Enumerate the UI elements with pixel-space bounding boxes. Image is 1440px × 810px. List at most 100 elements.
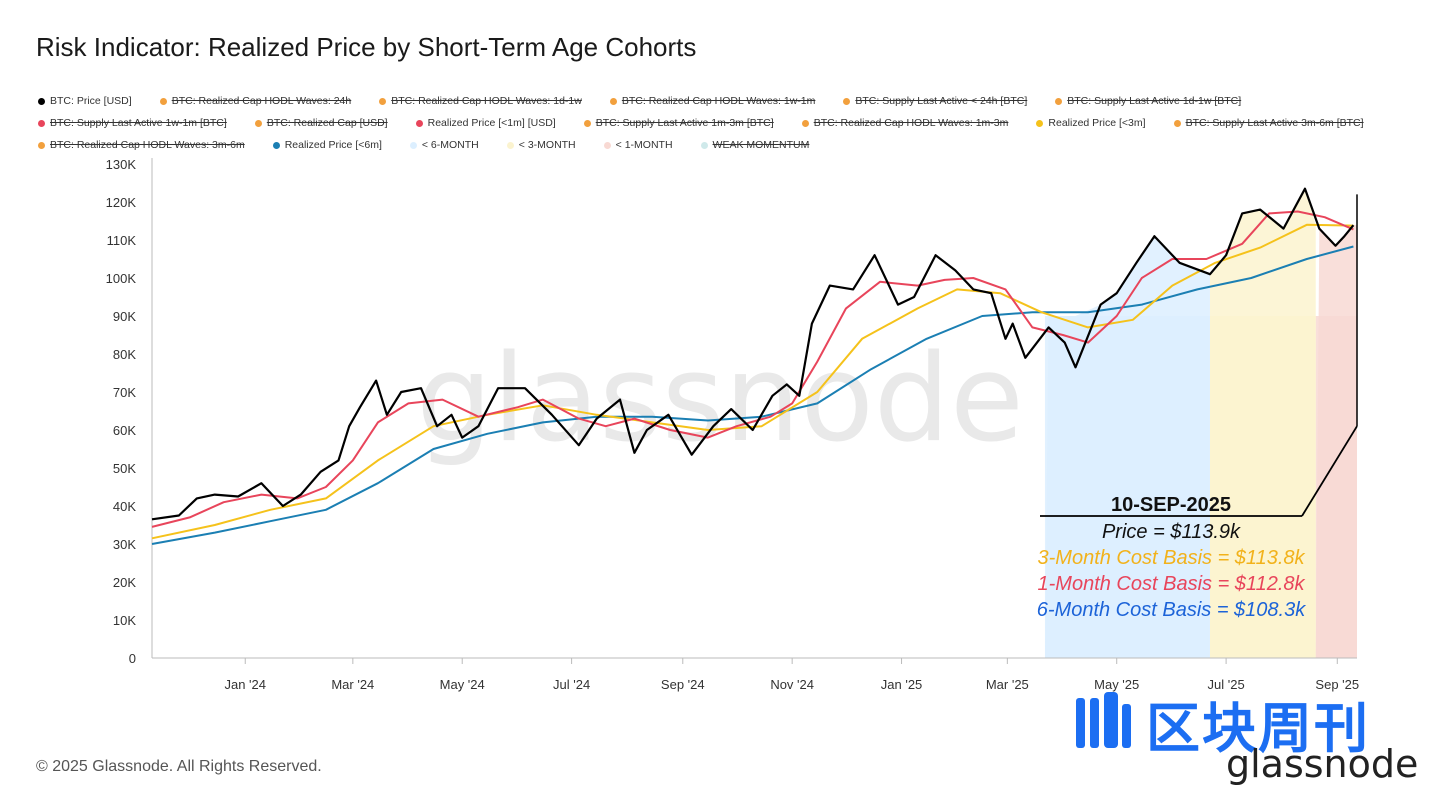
legend-label: < 6-MONTH	[421, 139, 479, 151]
x-tick-label: Jan '25	[881, 677, 923, 692]
legend-dot-icon	[254, 119, 262, 127]
brand-cn-text: 区块周刊	[1146, 697, 1370, 760]
legend-label: Realized Price [<6m]	[284, 139, 382, 151]
legend-item[interactable]: BTC: Price [USD]	[38, 95, 132, 107]
legend-item[interactable]: BTC: Supply Last Active 1d-1w [BTC]	[1055, 95, 1241, 107]
x-tick-label: Jul '24	[553, 677, 590, 692]
annotation: 10-SEP-2025 Price = $113.9k 3-Month Cost B…	[1037, 425, 1358, 621]
x-tick-label: Mar '25	[986, 677, 1029, 692]
legend-item[interactable]: BTC: Realized Cap HODL Waves: 24h	[159, 95, 352, 107]
legend-dot-icon	[1036, 119, 1044, 127]
legend-label: BTC: Realized Cap HODL Waves: 1w-1m	[621, 95, 816, 107]
legend-row: BTC: Realized Cap HODL Waves: 3m-6m Reali…	[38, 134, 1378, 156]
legend-dot-icon	[609, 97, 617, 105]
legend-dot-icon	[506, 141, 514, 149]
y-tick-label: 70K	[113, 385, 136, 400]
y-tick-label: 40K	[113, 499, 136, 514]
watermark: glassnode	[416, 330, 1024, 469]
band-top-3	[1315, 225, 1357, 658]
series-line-1	[151, 187, 1355, 521]
y-tick-label: 90K	[113, 309, 136, 324]
legend-label: BTC: Supply Last Active 1d-1w [BTC]	[1067, 95, 1242, 107]
legend-dot-icon	[801, 119, 809, 127]
x-tick-label: May '24	[440, 677, 485, 692]
legend-label: BTC: Realized Cap HODL Waves: 3m-6m	[50, 139, 245, 151]
legend-label: BTC: Realized Cap HODL Waves: 1d-1w	[391, 95, 582, 107]
chart-title: Risk Indicator: Realized Price by Short-…	[36, 32, 697, 62]
legend-dot-icon	[1173, 119, 1181, 127]
legend-label: BTC: Supply Last Active < 24h [BTC]	[855, 95, 1028, 107]
annotation-line: 1-Month Cost Basis = $112.8k	[1038, 573, 1306, 595]
legend-item[interactable]: BTC: Supply Last Active < 24h [BTC]	[843, 95, 1027, 107]
series-line-4	[151, 245, 1354, 545]
legend-dot-icon	[38, 97, 45, 105]
legend-dot-icon	[38, 141, 45, 149]
annotation-line: 3-Month Cost Basis = $113.8k	[1038, 547, 1306, 569]
x-tick-label: Jul '25	[1208, 677, 1245, 692]
legend-label: Realized Price [<3m]	[1048, 117, 1146, 129]
legend-item[interactable]: BTC: Supply Last Active 1m-3m [BTC]	[583, 117, 774, 129]
legend-label: BTC: Realized Cap HODL Waves: 1m-3m	[813, 117, 1009, 129]
legend-dot-icon	[1055, 97, 1063, 105]
legend-label: BTC: Supply Last Active 1m-3m [BTC]	[595, 117, 774, 129]
legend-dot-icon	[38, 119, 45, 127]
y-tick-label: 100K	[106, 271, 137, 286]
legend-item[interactable]: BTC: Realized Cap [USD]	[254, 117, 388, 129]
y-tick-label: 60K	[113, 423, 136, 438]
brand-en-text: glassnode	[1226, 742, 1419, 786]
legend-row: BTC: Supply Last Active 1w-1m [BTC] BTC: …	[38, 112, 1378, 134]
legend-label: BTC: Realized Cap HODL Waves: 24h	[171, 95, 352, 107]
annotation-line: 6-Month Cost Basis = $108.3k	[1037, 599, 1306, 621]
y-tick-label: 30K	[113, 537, 136, 552]
legend-item[interactable]: BTC: Supply Last Active 1w-1m [BTC]	[38, 117, 227, 129]
x-tick-label: May '25	[1094, 677, 1139, 692]
legend-item[interactable]: < 3-MONTH	[506, 139, 576, 151]
y-tick-label: 20K	[113, 575, 136, 590]
y-tick-label: 10K	[113, 613, 136, 628]
legend-dot-icon	[159, 97, 167, 105]
annotation-date: 10-SEP-2025	[1111, 494, 1231, 516]
legend-label: BTC: Price [USD]	[50, 95, 132, 107]
x-tick-label: Jan '24	[224, 677, 266, 692]
y-tick-label: 130K	[106, 157, 137, 172]
legend-item[interactable]: WEAK MOMENTUM	[700, 139, 810, 151]
y-axis: 0 10K 20K 30K 40K 50K 60K 70K 80K 90K 100K 110K 120K…	[106, 157, 153, 666]
legend-dot-icon	[409, 141, 417, 149]
legend-item[interactable]: BTC: Realized Cap HODL Waves: 1m-3m	[801, 117, 1009, 129]
y-tick-label: 0	[129, 651, 136, 666]
series-line-2	[151, 210, 1354, 528]
legend-label: < 1-MONTH	[615, 139, 673, 151]
legend-label: BTC: Realized Cap [USD]	[266, 117, 388, 129]
legend-dot-icon	[700, 141, 708, 149]
legend-dot-icon	[843, 97, 851, 105]
legend-item[interactable]: BTC: Realized Cap HODL Waves: 1w-1m	[609, 95, 816, 107]
y-tick-label: 120K	[106, 195, 137, 210]
legend-item[interactable]: Realized Price [<1m] [USD]	[415, 117, 556, 129]
legend-label: Realized Price [<1m] [USD]	[427, 117, 556, 129]
annotation-leader-line	[1301, 425, 1358, 517]
legend-item[interactable]: Realized Price [<3m]	[1036, 117, 1146, 129]
legend-dot-icon	[603, 141, 611, 149]
legend-item[interactable]: Realized Price [<6m]	[272, 139, 382, 151]
legend-dot-icon	[379, 97, 387, 105]
series-lines	[151, 187, 1358, 545]
annotation-line: Price = $113.9k	[1102, 521, 1241, 543]
x-axis: Jan '24 Mar '24 May '24 Jul '24 Sep '24 Nov '…	[152, 657, 1359, 692]
x-tick-label: Mar '24	[331, 677, 374, 692]
x-tick-label: Nov '24	[770, 677, 814, 692]
y-tick-label: 50K	[113, 461, 136, 476]
y-tick-label: 110K	[107, 233, 137, 248]
momentum-bands	[1044, 188, 1357, 658]
series-line-3	[151, 223, 1354, 540]
x-tick-label: Sep '25	[1315, 677, 1359, 692]
legend-item[interactable]: BTC: Realized Cap HODL Waves: 3m-6m	[38, 139, 245, 151]
band-top-1	[1044, 225, 1210, 658]
legend-item[interactable]: BTC: Realized Cap HODL Waves: 1d-1w	[379, 95, 582, 107]
legend-item[interactable]: BTC: Supply Last Active 3m-6m [BTC]	[1173, 117, 1364, 129]
legend-item[interactable]: < 6-MONTH	[409, 139, 479, 151]
legend-label: WEAK MOMENTUM	[712, 139, 810, 151]
legend-item[interactable]: < 1-MONTH	[603, 139, 673, 151]
legend-dot-icon	[583, 119, 591, 127]
legend-label: BTC: Supply Last Active 3m-6m [BTC]	[1185, 117, 1364, 129]
